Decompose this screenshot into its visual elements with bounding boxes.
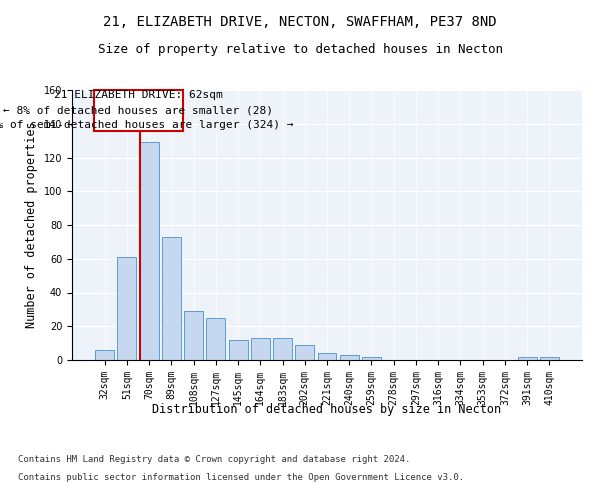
Bar [518, 356, 536, 360]
Bar [317, 353, 337, 360]
Text: Size of property relative to detached houses in Necton: Size of property relative to detached ho… [97, 42, 503, 56]
Bar [162, 237, 181, 360]
Bar [340, 355, 359, 360]
Bar [251, 338, 270, 360]
Bar [206, 318, 225, 360]
Bar [540, 356, 559, 360]
Bar [140, 142, 158, 360]
Bar [229, 340, 248, 360]
Text: 21 ELIZABETH DRIVE: 62sqm
← 8% of detached houses are smaller (28)
90% of semi-d: 21 ELIZABETH DRIVE: 62sqm ← 8% of detach… [0, 90, 293, 130]
Bar [184, 311, 203, 360]
Text: 21, ELIZABETH DRIVE, NECTON, SWAFFHAM, PE37 8ND: 21, ELIZABETH DRIVE, NECTON, SWAFFHAM, P… [103, 15, 497, 29]
Text: Contains public sector information licensed under the Open Government Licence v3: Contains public sector information licen… [18, 472, 464, 482]
Text: Distribution of detached houses by size in Necton: Distribution of detached houses by size … [152, 402, 502, 415]
Text: Contains HM Land Registry data © Crown copyright and database right 2024.: Contains HM Land Registry data © Crown c… [18, 455, 410, 464]
Y-axis label: Number of detached properties: Number of detached properties [25, 122, 38, 328]
Bar [95, 350, 114, 360]
Bar [118, 257, 136, 360]
Bar [273, 338, 292, 360]
Bar [362, 356, 381, 360]
Bar [295, 345, 314, 360]
FancyBboxPatch shape [94, 90, 183, 130]
